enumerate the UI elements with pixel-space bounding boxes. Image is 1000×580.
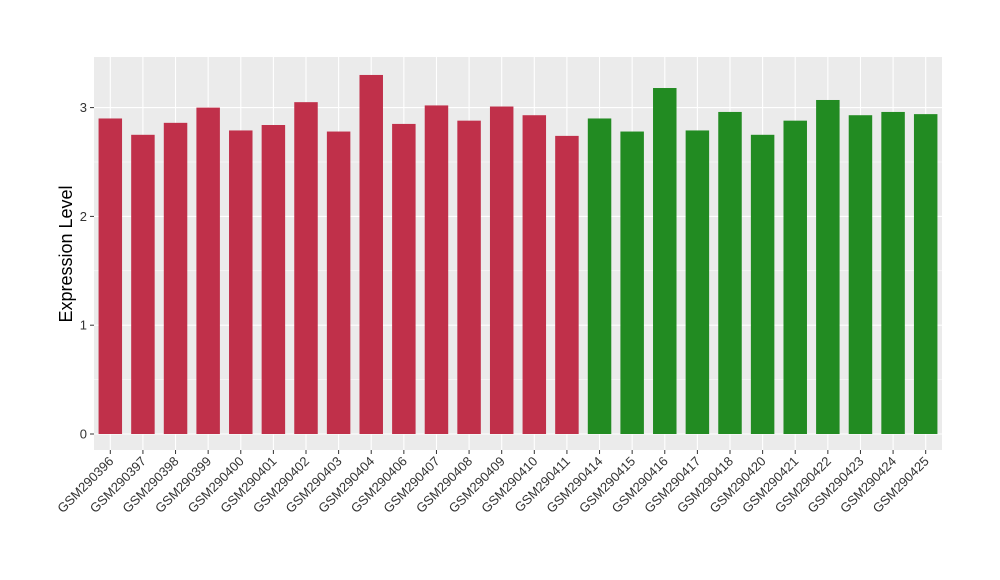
bar bbox=[522, 115, 547, 434]
bar bbox=[359, 74, 383, 435]
y-tick-label: 0 bbox=[80, 427, 87, 442]
bar bbox=[98, 118, 123, 434]
bar bbox=[913, 114, 938, 435]
x-axis: GSM290396GSM290397GSM290398GSM290399GSM2… bbox=[54, 450, 932, 516]
y-tick-label: 2 bbox=[80, 209, 87, 224]
bar bbox=[489, 106, 514, 435]
bar bbox=[587, 118, 612, 434]
bar bbox=[424, 105, 449, 434]
bars bbox=[98, 74, 938, 435]
bar bbox=[848, 115, 873, 434]
bar bbox=[392, 123, 416, 435]
bar bbox=[816, 99, 840, 434]
plot-panel bbox=[94, 57, 942, 450]
bar bbox=[718, 111, 742, 435]
y-axis-title: Expression Level bbox=[56, 185, 76, 322]
bar bbox=[163, 122, 188, 434]
bar bbox=[229, 130, 253, 434]
bar bbox=[457, 120, 481, 434]
bar bbox=[294, 102, 318, 434]
y-tick-label: 1 bbox=[80, 318, 87, 333]
bar bbox=[783, 120, 807, 434]
bar bbox=[653, 88, 677, 435]
bar bbox=[131, 134, 155, 435]
bar bbox=[555, 135, 579, 434]
bar bbox=[685, 130, 710, 434]
bar bbox=[881, 111, 905, 435]
bar bbox=[326, 131, 351, 434]
bar bbox=[196, 107, 220, 434]
bar bbox=[261, 125, 286, 435]
y-tick-label: 3 bbox=[80, 100, 87, 115]
y-axis: 0 1 2 3 bbox=[80, 100, 94, 442]
bar bbox=[750, 134, 775, 435]
bar bbox=[620, 131, 644, 434]
